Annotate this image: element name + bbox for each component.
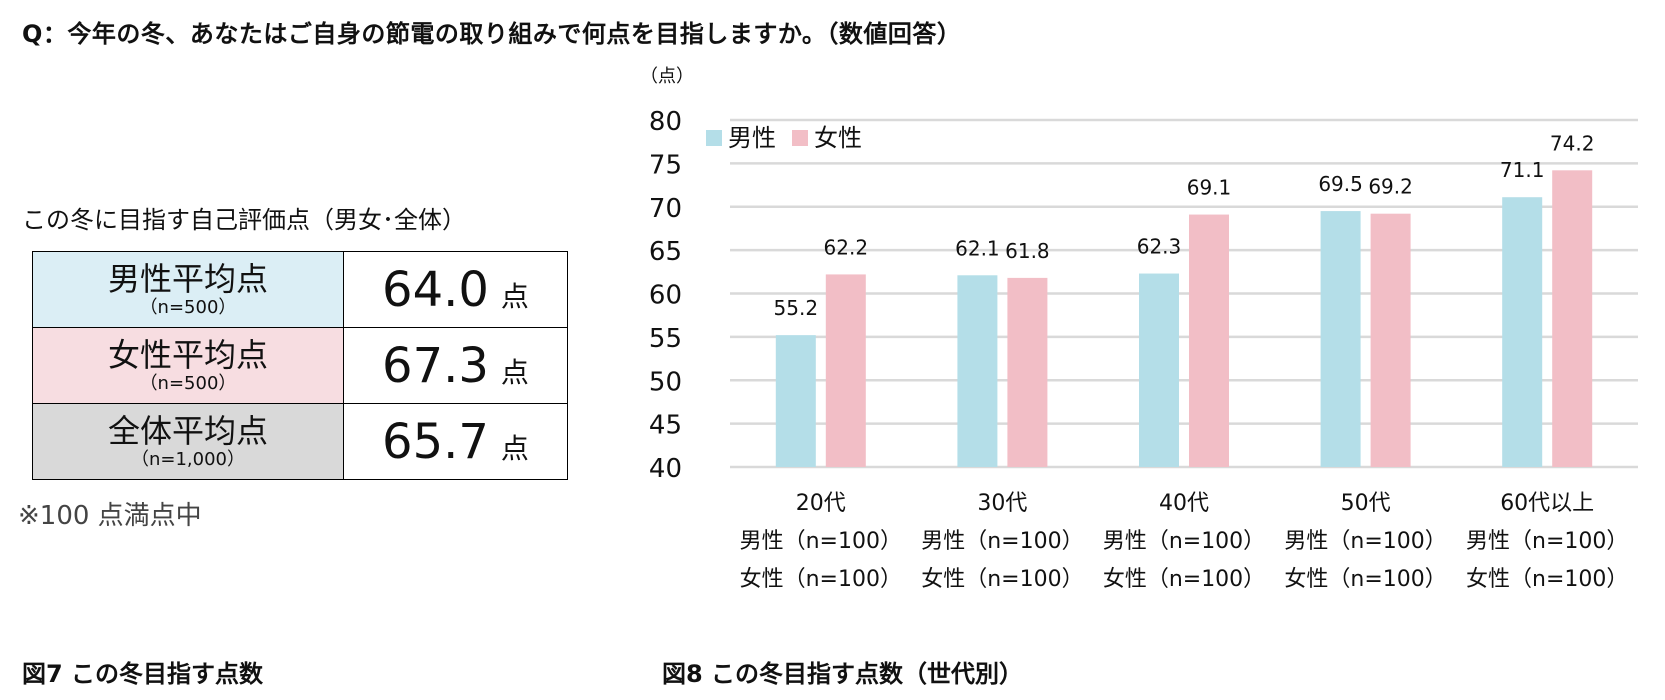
male-bar	[1139, 273, 1179, 467]
row-value: 65.7	[382, 413, 489, 470]
data-label: 69.5	[1318, 172, 1363, 196]
female-average-label-cell: 女性平均点 （n=500）	[32, 327, 344, 404]
female-bar	[1189, 214, 1229, 467]
data-label: 62.1	[955, 236, 1000, 260]
data-label: 69.1	[1187, 176, 1232, 200]
y-tick-label: 55	[649, 324, 682, 354]
total-average-value-cell: 65.7 点	[343, 403, 568, 480]
x-category-sublabel: 男性（n=100）	[740, 529, 902, 554]
x-category-sublabel: 男性（n=100）	[1284, 529, 1446, 554]
row-value: 67.3	[382, 337, 489, 394]
row-sample-size: （n=500）	[139, 372, 237, 394]
legend-label: 男性	[728, 124, 776, 152]
data-label: 61.8	[1005, 239, 1050, 263]
data-label: 62.3	[1137, 235, 1182, 259]
data-label: 69.2	[1368, 175, 1413, 199]
figure7-caption: 図7 この冬目指す点数	[22, 660, 264, 688]
data-label: 71.1	[1500, 158, 1545, 182]
female-bar	[1552, 170, 1593, 467]
x-category-sublabel: 女性（n=100）	[921, 567, 1083, 592]
male-bar	[1320, 211, 1361, 467]
data-label: 55.2	[774, 296, 819, 320]
row-label: 女性平均点	[107, 335, 268, 374]
male-average-label-cell: 男性平均点 （n=500）	[32, 251, 344, 328]
x-category-label: 60代以上	[1500, 491, 1594, 516]
question-text: Q：今年の冬、あなたはご自身の節電の取り組みで何点を目指しますか。（数値回答）	[22, 20, 962, 48]
x-category-label: 40代	[1159, 491, 1209, 516]
legend-swatch	[792, 130, 808, 146]
row-unit: 点	[500, 355, 529, 389]
y-tick-label: 80	[649, 107, 682, 137]
table-row: 全体平均点 （n=1,000） 65.7 点	[32, 403, 568, 480]
female-bar	[1370, 213, 1411, 467]
row-sample-size: （n=1,000）	[130, 448, 246, 470]
row-value: 64.0	[382, 261, 489, 318]
x-category-sublabel: 男性（n=100）	[1103, 529, 1265, 554]
x-category-label: 20代	[796, 491, 846, 516]
x-category-sublabel: 女性（n=100）	[740, 567, 902, 592]
male-bar	[1502, 197, 1543, 467]
table-note: ※100 点満点中	[18, 501, 202, 531]
y-tick-label: 60	[649, 281, 682, 311]
y-tick-label: 70	[649, 194, 682, 224]
female-bar	[1007, 277, 1048, 467]
data-label: 74.2	[1550, 131, 1595, 155]
figure8-caption: 図8 この冬目指す点数（世代別）	[662, 660, 1024, 688]
x-category-label: 50代	[1341, 491, 1391, 516]
row-label: 全体平均点	[107, 411, 268, 450]
x-category-label: 30代	[977, 491, 1027, 516]
male-bar	[775, 335, 816, 467]
male-bar	[957, 275, 998, 467]
y-tick-label: 75	[649, 150, 682, 180]
y-tick-label: 65	[649, 237, 682, 267]
legend-label: 女性	[814, 124, 862, 152]
table-row: 女性平均点 （n=500） 67.3 点	[32, 327, 568, 404]
x-category-sublabel: 女性（n=100）	[1284, 567, 1446, 592]
table-caption: この冬に目指す自己評価点（男女･全体）	[22, 206, 466, 234]
female-average-value-cell: 67.3 点	[343, 327, 568, 404]
x-category-sublabel: 男性（n=100）	[1466, 529, 1628, 554]
x-category-sublabel: 女性（n=100）	[1103, 567, 1265, 592]
y-tick-label: 45	[649, 411, 682, 441]
row-unit: 点	[500, 431, 529, 465]
x-category-sublabel: 女性（n=100）	[1466, 567, 1628, 592]
x-category-sublabel: 男性（n=100）	[921, 529, 1083, 554]
total-average-label-cell: 全体平均点 （n=1,000）	[32, 403, 344, 480]
y-tick-label: 50	[649, 367, 682, 397]
average-score-table: 男性平均点 （n=500） 64.0 点 女性平均点 （n=500） 67.3 点 …	[32, 251, 568, 480]
y-tick-label: 40	[649, 454, 682, 484]
female-bar	[825, 274, 866, 467]
row-sample-size: （n=500）	[139, 296, 237, 318]
table-row: 男性平均点 （n=500） 64.0 点	[32, 251, 568, 328]
row-label: 男性平均点	[107, 259, 268, 298]
data-label: 62.2	[824, 235, 869, 259]
y-axis-unit-label: （点）	[640, 66, 694, 87]
legend-swatch	[706, 130, 722, 146]
male-average-value-cell: 64.0 点	[343, 251, 568, 328]
generation-bar-chart: （点） 40 45 50 55 60 65 70 75 80 55.2 62.2 20代男性（n=100…	[640, 66, 1638, 592]
row-unit: 点	[500, 279, 529, 313]
